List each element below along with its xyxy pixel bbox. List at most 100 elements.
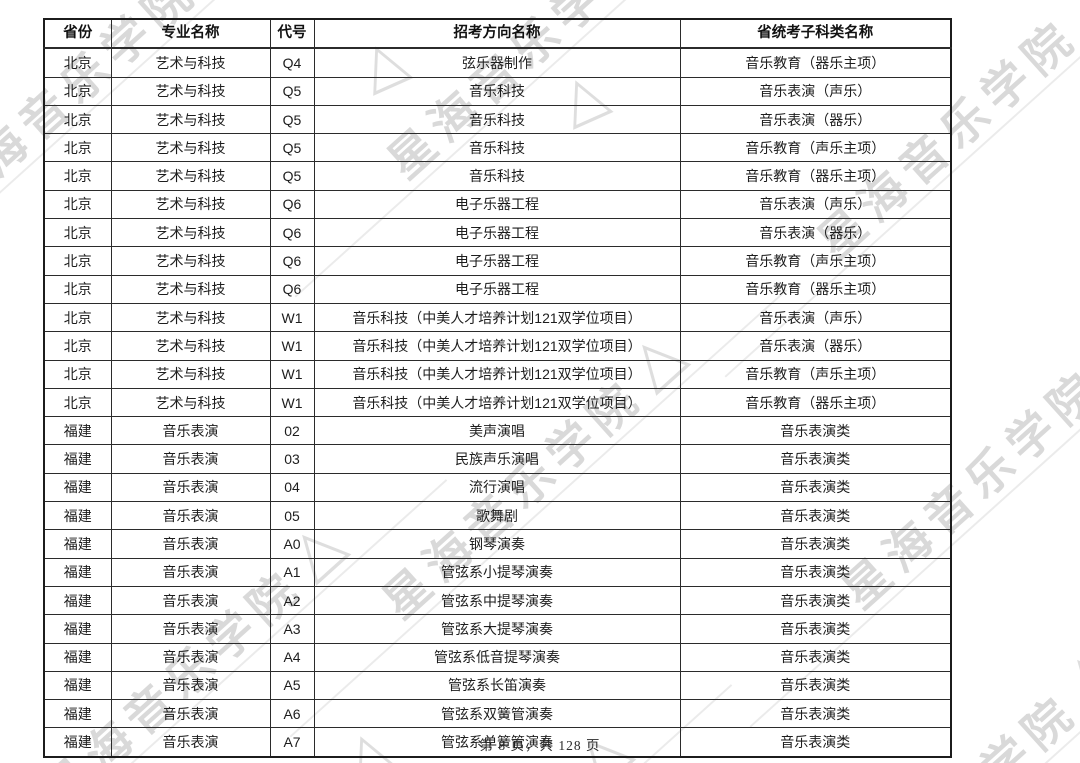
table-cell: 流行演唱	[313, 472, 681, 503]
table-cell: Q5	[269, 76, 315, 106]
table-cell: 北京	[43, 161, 112, 191]
table-cell: 艺术与科技	[110, 274, 271, 304]
table-cell: 音乐教育（声乐主项）	[679, 133, 952, 163]
admissions-table: 省份 专业名称 代号 招考方向名称 省统考子科类名称 北京 艺术与科技 Q4 弦乐器制…	[43, 18, 952, 758]
table-cell: 音乐表演	[110, 699, 271, 729]
table-cell: 福建	[43, 699, 112, 729]
table-cell: 管弦系低音提琴演奏	[313, 642, 681, 672]
table-cell: 音乐教育（器乐主项）	[679, 387, 952, 418]
table-cell: 北京	[43, 76, 112, 106]
table-cell: 北京	[43, 189, 112, 220]
table-row: 北京 艺术与科技 Q4 弦乐器制作 音乐教育（器乐主项）	[43, 47, 952, 78]
table-header-row: 省份 专业名称 代号 招考方向名称 省统考子科类名称	[43, 18, 952, 50]
table-row: 北京 艺术与科技 W1 音乐科技（中美人才培养计划121双学位项目） 音乐表演（器乐）	[43, 331, 952, 361]
table-cell: 音乐表演类	[679, 642, 952, 672]
table-cell: 音乐表演	[110, 472, 271, 503]
table-cell: 管弦系单簧管演奏	[313, 727, 681, 758]
table-cell: 艺术与科技	[110, 76, 271, 106]
table-cell: 管弦系大提琴演奏	[313, 614, 681, 644]
page-number: 第 8 页，共 128 页	[479, 738, 601, 753]
table-cell: 音乐表演	[110, 444, 271, 474]
table-cell: 管弦系中提琴演奏	[313, 585, 681, 616]
table-row: 福建 音乐表演 A4 管弦系低音提琴演奏 音乐表演类	[43, 642, 952, 672]
table-cell: W1	[269, 387, 315, 418]
table-cell: Q6	[269, 246, 315, 276]
table-cell: 音乐科技	[313, 76, 681, 106]
table-cell: 音乐科技（中美人才培养计划121双学位项目）	[313, 359, 681, 389]
table-row: 福建 音乐表演 A2 管弦系中提琴演奏 音乐表演类	[43, 585, 952, 616]
table-cell: 弦乐器制作	[313, 47, 681, 78]
table-row: 福建 音乐表演 05 歌舞剧 音乐表演类	[43, 501, 952, 531]
table-cell: W1	[269, 302, 315, 333]
table-cell: 艺术与科技	[110, 218, 271, 248]
column-header-exam-category: 省统考子科类名称	[679, 18, 952, 50]
table-cell: 歌舞剧	[313, 501, 681, 531]
table-cell: 电子乐器工程	[313, 274, 681, 304]
table-cell: 音乐表演	[110, 642, 271, 672]
table-cell: 音乐教育（声乐主项）	[679, 359, 952, 389]
table-cell: 03	[269, 444, 315, 474]
table-cell: 民族声乐演唱	[313, 444, 681, 474]
table-cell: 音乐科技	[313, 161, 681, 191]
table-row: 北京 艺术与科技 Q5 音乐科技 音乐表演（器乐）	[43, 104, 952, 135]
table-cell: 福建	[43, 557, 112, 587]
table-cell: 福建	[43, 501, 112, 531]
table-cell: 钢琴演奏	[313, 529, 681, 559]
table-cell: 管弦系小提琴演奏	[313, 557, 681, 587]
table-cell: 音乐表演（声乐）	[679, 302, 952, 333]
table-cell: A0	[269, 529, 315, 559]
table-row: 北京 艺术与科技 Q6 电子乐器工程 音乐表演（器乐）	[43, 218, 952, 248]
table-cell: 音乐表演	[110, 585, 271, 616]
table-cell: 福建	[43, 416, 112, 446]
table-cell: 北京	[43, 359, 112, 389]
table-cell: 艺术与科技	[110, 104, 271, 135]
table-cell: 音乐科技	[313, 133, 681, 163]
table-cell: 音乐科技（中美人才培养计划121双学位项目）	[313, 387, 681, 418]
table-cell: 电子乐器工程	[313, 189, 681, 220]
table-cell: Q6	[269, 218, 315, 248]
table-row: 北京 艺术与科技 Q6 电子乐器工程 音乐教育（器乐主项）	[43, 274, 952, 304]
table-cell: Q6	[269, 189, 315, 220]
table-cell: 音乐表演（声乐）	[679, 76, 952, 106]
table-cell: 美声演唱	[313, 416, 681, 446]
table-cell: A3	[269, 614, 315, 644]
table-cell: 音乐科技（中美人才培养计划121双学位项目）	[313, 302, 681, 333]
table-cell: 管弦系双簧管演奏	[313, 699, 681, 729]
table-cell: 福建	[43, 670, 112, 701]
table-cell: 04	[269, 472, 315, 503]
table-cell: 音乐表演类	[679, 529, 952, 559]
table-cell: 02	[269, 416, 315, 446]
table-cell: 05	[269, 501, 315, 531]
table-cell: 北京	[43, 387, 112, 418]
table-cell: 北京	[43, 218, 112, 248]
table-row: 北京 艺术与科技 W1 音乐科技（中美人才培养计划121双学位项目） 音乐教育（器乐主项…	[43, 387, 952, 418]
table-row: 北京 艺术与科技 Q6 电子乐器工程 音乐教育（声乐主项）	[43, 246, 952, 276]
table-cell: 电子乐器工程	[313, 246, 681, 276]
column-header-code: 代号	[269, 18, 315, 50]
table-cell: 电子乐器工程	[313, 218, 681, 248]
column-header-major: 专业名称	[110, 18, 271, 50]
table-cell: 音乐表演（声乐）	[679, 189, 952, 220]
table-cell: A4	[269, 642, 315, 672]
table-cell: 音乐表演类	[679, 614, 952, 644]
table-row: 福建 音乐表演 A6 管弦系双簧管演奏 音乐表演类	[43, 699, 952, 729]
table-cell: 音乐表演	[110, 614, 271, 644]
table-cell: 音乐教育（器乐主项）	[679, 47, 952, 78]
table-cell: 音乐表演类	[679, 670, 952, 701]
table-cell: 福建	[43, 727, 112, 758]
table-cell: 艺术与科技	[110, 47, 271, 78]
table-row: 北京 艺术与科技 W1 音乐科技（中美人才培养计划121双学位项目） 音乐表演（声乐）	[43, 302, 952, 333]
table-row: 福建 音乐表演 A3 管弦系大提琴演奏 音乐表演类	[43, 614, 952, 644]
table-cell: 北京	[43, 274, 112, 304]
table-cell: 艺术与科技	[110, 387, 271, 418]
table-cell: Q4	[269, 47, 315, 78]
table-cell: 音乐表演（器乐）	[679, 104, 952, 135]
table-cell: 音乐表演类	[679, 472, 952, 503]
table-cell: A1	[269, 557, 315, 587]
table-cell: 艺术与科技	[110, 246, 271, 276]
table-cell: A5	[269, 670, 315, 701]
table-row: 福建 音乐表演 A7 管弦系单簧管演奏 音乐表演类	[43, 727, 952, 758]
table-cell: 音乐表演类	[679, 444, 952, 474]
table-cell: A6	[269, 699, 315, 729]
